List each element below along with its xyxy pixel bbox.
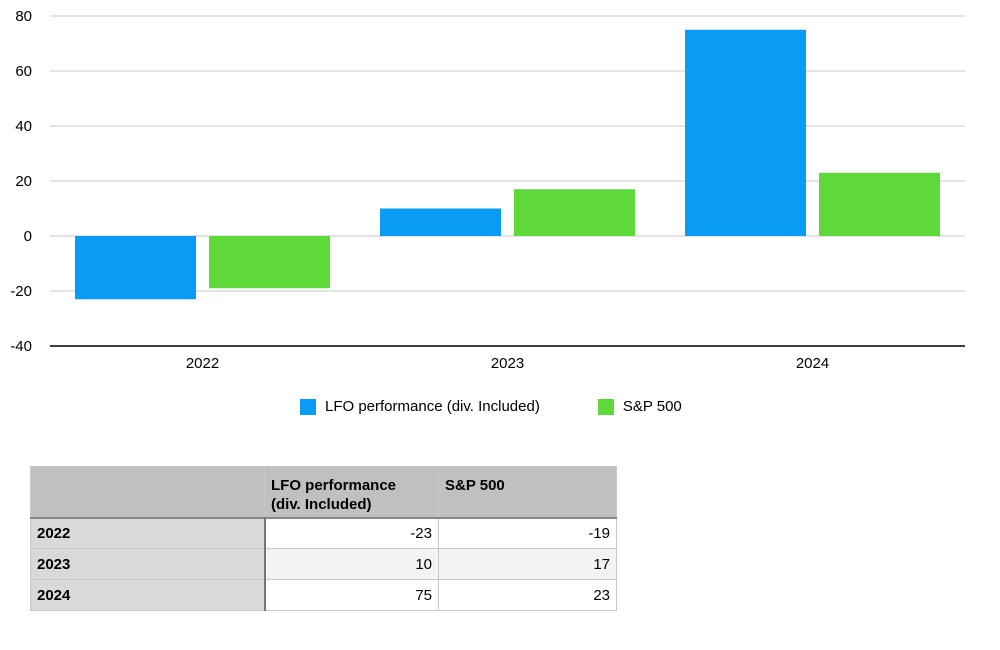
bar-lfo-2024: [685, 29, 806, 236]
x-tick-label: 2022: [186, 355, 219, 372]
table-header-lfo: LFO performance (div. Included): [264, 466, 439, 518]
table-cell-lfo: 10: [264, 548, 439, 580]
bar-sp500-2022: [209, 236, 330, 289]
legend-swatch-lfo: [300, 398, 316, 415]
y-tick-label: 0: [24, 228, 32, 245]
x-tick-label: 2023: [491, 355, 524, 372]
legend-swatch-sp500: [597, 398, 614, 415]
y-tick-label: 40: [15, 118, 32, 135]
table-cell-lfo: 75: [264, 579, 439, 611]
y-tick-label: 60: [15, 63, 32, 80]
table-header-sp500: S&P 500: [438, 466, 617, 518]
table-header-lfo-line2: (div. Included): [271, 496, 372, 513]
table-cell-sp500: 17: [438, 548, 617, 580]
table-row-label: 2023: [30, 548, 266, 580]
bar-sp500-2023: [514, 189, 635, 236]
table-header-row: LFO performance (div. Included) S&P 500: [30, 466, 617, 518]
legend-item-sp500: S&P 500: [597, 398, 682, 415]
legend-item-lfo: LFO performance (div. Included): [300, 398, 540, 415]
table-cell-sp500: 23: [438, 579, 617, 611]
bar-chart: 80 60 40 20 0 -20 -40 2022 2023 2024: [10, 8, 965, 372]
bar-lfo-2022: [75, 236, 196, 300]
table-header-corner: [30, 466, 265, 518]
table-row-label: 2022: [30, 517, 266, 549]
table-header-lfo-line1: LFO performance: [271, 477, 397, 494]
y-tick-label: 20: [15, 173, 32, 190]
y-tick-label: -40: [10, 338, 32, 355]
table-cell-lfo: -23: [264, 517, 439, 549]
y-tick-label: 80: [15, 8, 32, 25]
table-cell-sp500: -19: [438, 517, 617, 549]
y-tick-label: -20: [10, 283, 32, 300]
chart-legend: LFO performance (div. Included) S&P 500: [300, 398, 682, 415]
legend-label-lfo: LFO performance (div. Included): [325, 398, 540, 415]
legend-label-sp500: S&P 500: [622, 398, 682, 415]
table-row: 2022 -23 -19: [30, 517, 617, 549]
x-tick-label: 2024: [796, 355, 829, 372]
table-row: 2024 75 23: [30, 579, 617, 611]
data-table: LFO performance (div. Included) S&P 500 …: [30, 466, 617, 611]
bar-lfo-2023: [380, 208, 501, 236]
table-row-label: 2024: [30, 579, 266, 611]
bar-sp500-2024: [819, 172, 940, 236]
table-row: 2023 10 17: [30, 548, 617, 580]
